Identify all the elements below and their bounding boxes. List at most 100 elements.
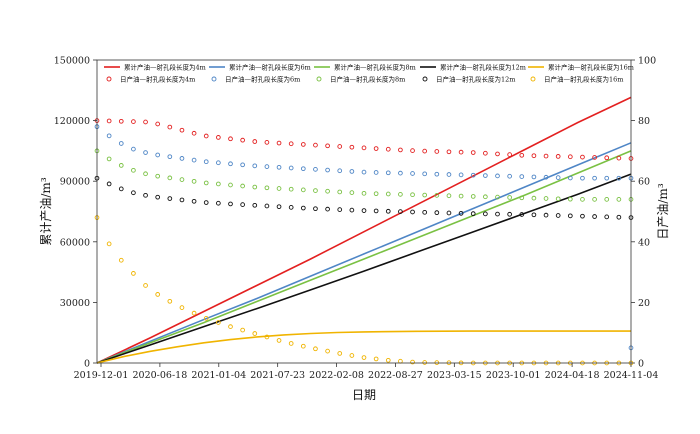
daily-point: [167, 175, 173, 181]
daily-point: [325, 167, 330, 173]
daily-point: [118, 186, 124, 192]
y-right-tick-label: 20: [638, 298, 650, 309]
daily-point: [604, 175, 610, 181]
daily-point: [555, 175, 561, 180]
legend-item-line-4: 累计产油—射孔段长度为16m: [528, 62, 634, 71]
daily-point: [106, 156, 112, 162]
y-left-tick-label: 150000: [54, 56, 90, 67]
daily-point: [228, 324, 233, 329]
daily-point: [349, 169, 355, 174]
daily-point: [313, 142, 318, 148]
x-tick-label: 2023-10-01: [486, 370, 541, 381]
daily-point: [155, 292, 161, 297]
y-right-tick-label: 100: [638, 56, 656, 67]
daily-point: [373, 191, 379, 197]
daily-point: [288, 165, 294, 171]
daily-point: [483, 173, 488, 178]
legend-item-scatter-0: 日产油—射孔段长度为4m: [106, 74, 195, 83]
daily-point: [118, 118, 124, 124]
legend-item-line-0: 累计产油—射孔段长度为4m: [104, 62, 206, 71]
daily-point: [288, 141, 294, 147]
daily-point: [300, 166, 306, 172]
daily-point: [361, 190, 367, 196]
legend-item-line-2: 累计产油—射孔段长度为8m: [314, 62, 416, 71]
daily-point: [264, 164, 270, 169]
cumulative-line: [96, 150, 632, 364]
daily-point: [191, 130, 197, 136]
daily-point: [349, 190, 355, 195]
daily-point: [580, 175, 585, 181]
daily-point: [398, 358, 403, 364]
daily-point: [398, 147, 403, 153]
y-axis-right-title: 日产油/m³: [656, 183, 670, 239]
legend-swatch-marker: [106, 76, 112, 82]
daily-point: [216, 181, 221, 187]
daily-point: [470, 211, 476, 217]
daily-point: [531, 212, 537, 218]
daily-point: [434, 210, 440, 216]
daily-point: [203, 180, 209, 186]
y-left-tick-label: 0: [84, 359, 90, 370]
daily-point: [252, 184, 258, 190]
legend-label: 日产油—射孔段长度为6m: [225, 74, 300, 83]
daily-point: [349, 353, 355, 358]
daily-point: [300, 205, 306, 211]
x-tick-label: 2021-01-04: [191, 370, 246, 381]
daily-point: [483, 150, 488, 156]
daily-point: [191, 198, 197, 204]
daily-point: [580, 154, 585, 160]
daily-point: [203, 159, 209, 165]
daily-point: [361, 169, 367, 175]
daily-point: [434, 149, 440, 154]
daily-point: [288, 341, 294, 346]
series-8: [94, 175, 634, 220]
daily-point: [191, 310, 197, 316]
legend-item-line-3: 累计产油—射孔段长度为12m: [420, 62, 526, 71]
daily-point: [422, 360, 428, 365]
daily-point: [155, 173, 161, 179]
daily-point: [252, 139, 258, 144]
legend-label: 累计产油—射孔段长度为4m: [124, 62, 206, 71]
daily-point: [422, 148, 428, 154]
daily-point: [567, 213, 573, 219]
daily-point: [361, 145, 367, 151]
daily-point: [216, 160, 221, 166]
daily-point: [240, 162, 245, 168]
cumulative-line: [96, 142, 632, 364]
daily-point: [385, 170, 391, 176]
x-axis-title: 日期: [352, 388, 376, 402]
daily-point: [422, 209, 428, 215]
daily-point: [616, 197, 622, 202]
legend: 累计产油—射孔段长度为4m 累计产油—射孔段长度为6m 累计产油—射孔段长度为8m 累…: [104, 62, 634, 83]
y-left-tick-label: 60000: [60, 237, 90, 248]
daily-point: [385, 191, 391, 197]
legend-label: 累计产油—射孔段长度为16m: [548, 62, 634, 71]
daily-point: [349, 144, 355, 150]
daily-point: [519, 174, 525, 179]
daily-point: [228, 201, 233, 207]
series-5: [94, 118, 634, 161]
x-tick-label: 2021-07-23: [250, 370, 305, 381]
daily-point: [216, 135, 221, 140]
daily-point: [325, 143, 330, 149]
legend-label: 累计产油—射孔段长度为12m: [440, 62, 526, 71]
daily-point: [167, 298, 173, 304]
y-left-tick-label: 30000: [60, 298, 90, 309]
daily-point: [458, 193, 464, 199]
daily-point: [567, 154, 573, 160]
plot-frame: [96, 59, 632, 364]
daily-point: [252, 331, 258, 336]
daily-point: [143, 171, 148, 177]
daily-point: [131, 146, 136, 152]
daily-point: [580, 197, 585, 202]
legend-swatch-marker: [316, 76, 322, 82]
daily-point: [385, 357, 391, 363]
daily-point: [434, 171, 440, 177]
daily-point: [155, 152, 161, 158]
daily-point: [203, 133, 209, 139]
daily-point: [519, 212, 525, 217]
y-left-tick-label: 120000: [54, 116, 90, 127]
daily-point: [604, 155, 610, 161]
daily-point: [483, 211, 488, 217]
daily-point: [373, 356, 379, 362]
